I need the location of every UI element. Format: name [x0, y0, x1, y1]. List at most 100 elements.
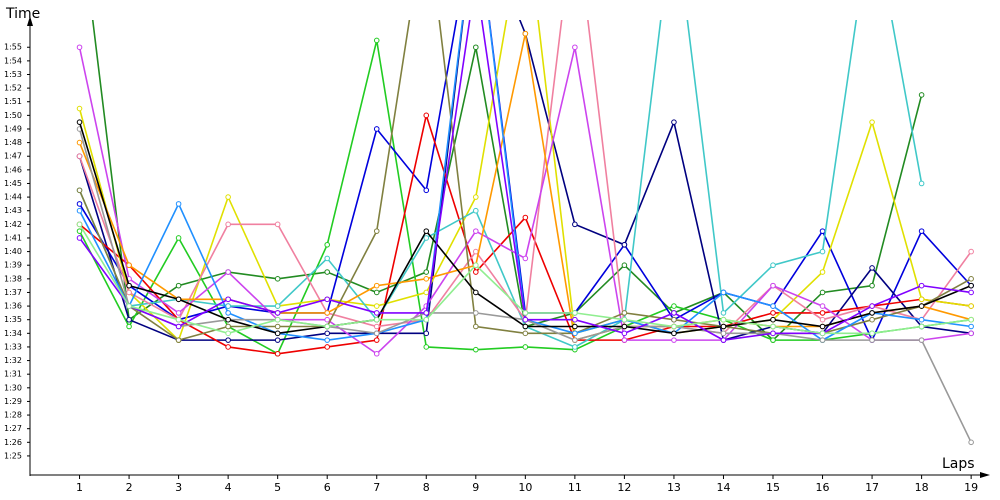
- y-tick-label: 1:55: [4, 43, 22, 52]
- data-point: [720, 310, 727, 316]
- x-axis-arrow: [980, 472, 990, 478]
- data-point: [918, 180, 925, 187]
- data-point: [968, 248, 974, 255]
- data-point: [473, 346, 479, 353]
- x-tick-label: 15: [766, 481, 780, 494]
- y-tick-label: 1:35: [4, 315, 22, 324]
- data-point: [274, 316, 281, 323]
- data-point: [770, 316, 776, 323]
- data-point: [621, 330, 628, 337]
- data-point: [126, 316, 132, 323]
- data-point: [770, 330, 776, 337]
- data-point: [423, 310, 430, 316]
- y-tick-label: 1:53: [4, 70, 22, 79]
- data-point: [819, 310, 826, 316]
- y-tick-label: 1:27: [4, 424, 22, 433]
- data-point: [770, 337, 776, 343]
- data-point: [621, 241, 628, 248]
- series-line: [78, 20, 972, 342]
- series-line: [78, 20, 972, 342]
- data-point: [819, 323, 826, 330]
- data-point: [76, 207, 83, 214]
- data-point: [76, 228, 83, 234]
- data-point: [274, 337, 281, 343]
- y-tick-label: 1:26: [4, 438, 22, 447]
- series-line: [78, 20, 972, 343]
- data-point: [918, 303, 925, 309]
- series-line: [78, 20, 923, 348]
- data-point: [324, 241, 331, 248]
- y-tick-label: 1:54: [4, 56, 22, 65]
- y-tick-label: 1:45: [4, 179, 22, 188]
- data-point: [324, 255, 331, 262]
- y-tick-label: 1:36: [4, 302, 22, 311]
- data-point: [572, 323, 578, 330]
- data-point: [869, 303, 875, 309]
- y-tick-label: 1:41: [4, 233, 22, 242]
- data-point: [522, 323, 529, 330]
- data-point: [225, 221, 231, 228]
- data-point: [423, 344, 430, 350]
- data-point: [671, 330, 677, 337]
- x-tick-label: 18: [915, 481, 929, 494]
- data-point: [819, 316, 826, 323]
- data-point: [671, 310, 677, 316]
- series-line: [78, 128, 972, 443]
- data-point: [572, 316, 578, 323]
- data-point: [918, 282, 925, 289]
- data-point: [324, 269, 331, 275]
- data-point: [274, 323, 281, 330]
- data-point: [76, 235, 83, 241]
- data-point: [819, 337, 826, 343]
- data-point: [968, 323, 974, 330]
- x-axis-title: Laps: [942, 456, 975, 472]
- data-point: [720, 330, 727, 337]
- data-point: [225, 310, 231, 316]
- series-line: [78, 20, 972, 341]
- data-point: [770, 303, 776, 309]
- data-point: [76, 105, 83, 112]
- data-point: [819, 248, 826, 255]
- y-tick-label: 1:46: [4, 165, 22, 174]
- data-point: [76, 153, 83, 160]
- y-tick-label: 1:37: [4, 288, 22, 297]
- data-point: [373, 303, 380, 309]
- y-tick-label: 1:43: [4, 206, 22, 215]
- data-point: [175, 201, 182, 207]
- data-point: [572, 221, 578, 228]
- data-point: [225, 323, 231, 330]
- data-point: [175, 310, 182, 316]
- x-tick-label: 7: [373, 481, 380, 494]
- data-point: [522, 316, 529, 323]
- x-tick-label: 16: [816, 481, 830, 494]
- data-point: [918, 323, 925, 330]
- data-point: [819, 269, 826, 275]
- data-point: [968, 439, 974, 446]
- data-point: [274, 310, 281, 316]
- data-point: [373, 310, 380, 316]
- plot-area: [76, 20, 974, 446]
- data-point: [225, 337, 231, 343]
- y-tick-label: 1:50: [4, 111, 22, 120]
- data-point: [522, 344, 529, 350]
- data-point: [324, 344, 331, 350]
- data-point: [225, 269, 231, 275]
- y-tick-label: 1:52: [4, 84, 22, 93]
- y-axis-arrow: [27, 16, 33, 26]
- data-point: [572, 330, 578, 337]
- y-tick-label: 1:47: [4, 152, 22, 161]
- y-tick-label: 1:30: [4, 383, 22, 392]
- data-point: [671, 316, 677, 323]
- data-point: [175, 235, 182, 241]
- y-tick-label: 1:42: [4, 220, 22, 229]
- x-tick-label: 1: [76, 481, 83, 494]
- y-tick-label: 1:29: [4, 397, 22, 406]
- data-point: [720, 323, 727, 330]
- data-point: [770, 310, 776, 316]
- data-point: [225, 296, 231, 303]
- x-tick-label: 11: [568, 481, 582, 494]
- y-tick-label: 1:34: [4, 329, 22, 338]
- data-point: [621, 337, 628, 343]
- data-point: [126, 303, 132, 309]
